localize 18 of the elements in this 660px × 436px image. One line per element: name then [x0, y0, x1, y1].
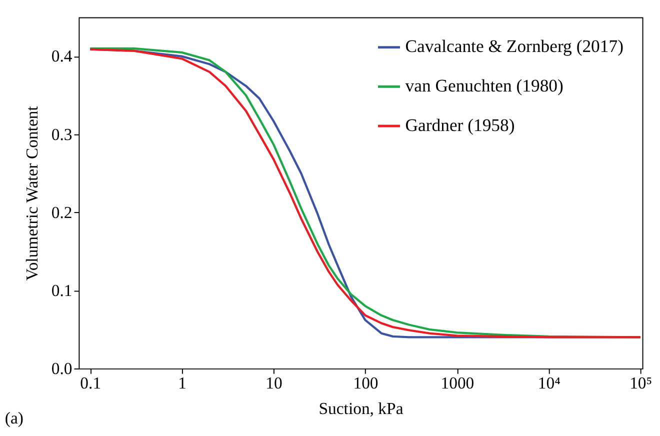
- y-tick-label: 0.1: [51, 280, 72, 300]
- x-tick-label: 10⁵: [630, 374, 652, 393]
- x-tick-label: 10⁴: [538, 374, 561, 393]
- text: (a): [4, 408, 24, 428]
- legend-label: van Genuchten (1980): [405, 76, 564, 96]
- x-tick-label: 100: [353, 374, 378, 393]
- y-tick-label: 0.4: [51, 46, 73, 66]
- legend-label: Gardner (1958): [405, 114, 515, 135]
- legend-label: Cavalcante & Zornberg (2017): [405, 36, 624, 56]
- y-axis-title: Volumetric Water Content: [22, 106, 42, 281]
- y-tick-label: 0.2: [51, 202, 72, 222]
- x-axis-title: Suction, kPa: [318, 399, 404, 418]
- x-tick-label: 1: [178, 374, 187, 393]
- x-tick-label: 10: [266, 374, 282, 393]
- y-tick-label: 0.0: [51, 358, 72, 378]
- x-tick-label: 0.1: [80, 374, 102, 393]
- x-tick-label: 1000: [440, 374, 474, 393]
- y-tick-label: 0.3: [51, 124, 72, 144]
